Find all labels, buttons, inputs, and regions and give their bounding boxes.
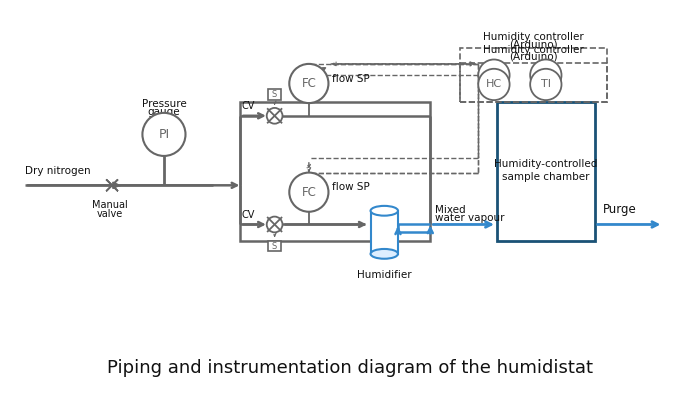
Text: TI: TI bbox=[541, 80, 551, 90]
Bar bbox=[497, 102, 595, 241]
Circle shape bbox=[289, 172, 328, 212]
Polygon shape bbox=[106, 180, 118, 191]
Text: Humidity-controlled: Humidity-controlled bbox=[494, 159, 598, 169]
Text: CV: CV bbox=[241, 210, 255, 220]
Bar bbox=[240, 102, 430, 241]
Circle shape bbox=[267, 108, 283, 124]
Circle shape bbox=[530, 69, 561, 100]
Circle shape bbox=[530, 60, 561, 91]
Bar bbox=[460, 63, 606, 102]
Text: HC: HC bbox=[486, 80, 502, 90]
Bar bbox=[267, 241, 281, 252]
Circle shape bbox=[478, 60, 510, 91]
Text: valve: valve bbox=[97, 209, 123, 219]
Text: Humidity controller: Humidity controller bbox=[483, 45, 584, 55]
Text: Dry nitrogen: Dry nitrogen bbox=[25, 166, 90, 176]
Text: FC: FC bbox=[302, 186, 316, 199]
Text: Humidifier: Humidifier bbox=[357, 270, 412, 280]
Text: TI: TI bbox=[541, 70, 551, 80]
Text: PI: PI bbox=[158, 128, 169, 141]
Bar bbox=[267, 89, 281, 100]
Polygon shape bbox=[106, 180, 118, 191]
Circle shape bbox=[289, 64, 328, 103]
Text: Piping and instrumentation diagram of the humidistat: Piping and instrumentation diagram of th… bbox=[107, 360, 593, 378]
Text: sample chamber: sample chamber bbox=[502, 172, 589, 182]
Text: flow SP: flow SP bbox=[332, 74, 370, 84]
Text: Pressure: Pressure bbox=[141, 99, 186, 109]
Ellipse shape bbox=[370, 206, 398, 216]
Text: HC: HC bbox=[486, 70, 502, 80]
Bar bbox=[370, 211, 398, 254]
Circle shape bbox=[142, 113, 186, 156]
Text: flow SP: flow SP bbox=[332, 182, 370, 192]
Text: Mixed: Mixed bbox=[435, 205, 466, 215]
Text: Purge: Purge bbox=[603, 203, 636, 216]
Text: (Arduino): (Arduino) bbox=[509, 52, 557, 62]
Text: Humidity controller: Humidity controller bbox=[483, 32, 584, 42]
Text: gauge: gauge bbox=[148, 107, 181, 117]
Circle shape bbox=[478, 69, 510, 100]
Bar bbox=[460, 48, 606, 102]
Text: Manual: Manual bbox=[92, 200, 128, 210]
Text: (Arduino): (Arduino) bbox=[509, 39, 557, 49]
Text: S: S bbox=[272, 90, 277, 99]
Text: FC: FC bbox=[302, 77, 316, 90]
Ellipse shape bbox=[370, 249, 398, 259]
Text: CV: CV bbox=[241, 101, 255, 111]
Circle shape bbox=[267, 216, 283, 232]
Text: water vapour: water vapour bbox=[435, 214, 505, 224]
Text: S: S bbox=[272, 242, 277, 250]
